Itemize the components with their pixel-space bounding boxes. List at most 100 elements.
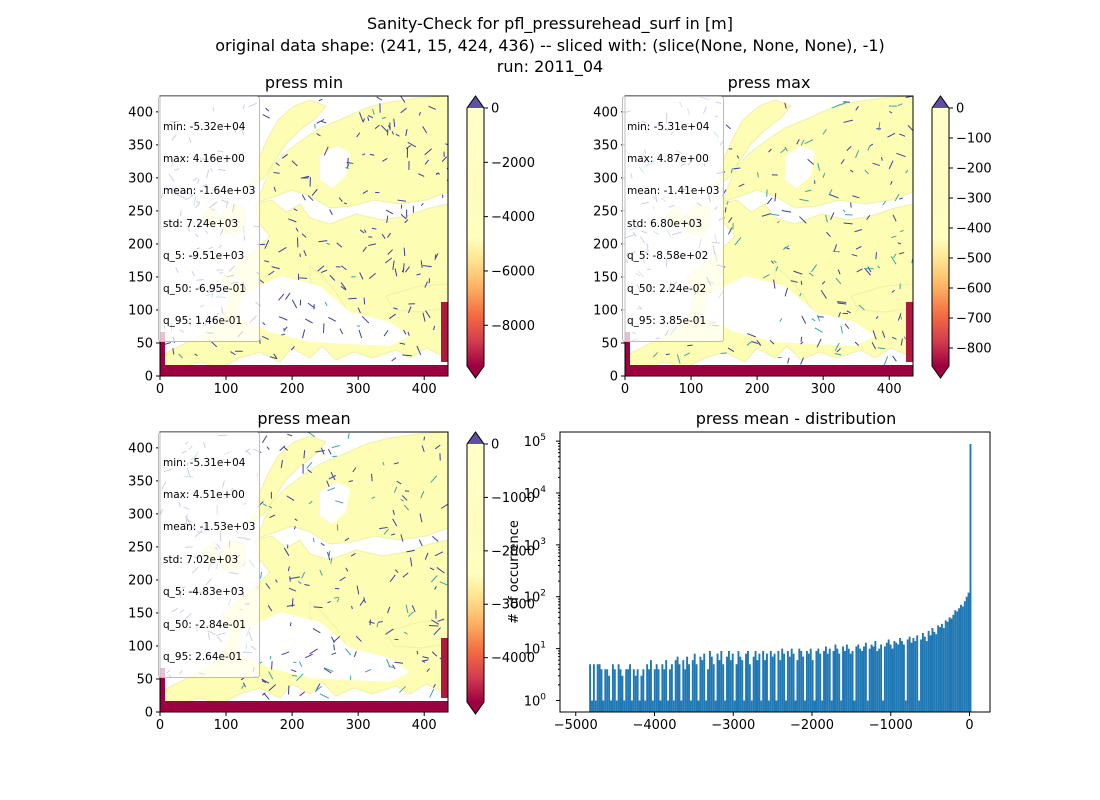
- histogram-bar: [931, 627, 934, 712]
- river-segment: [400, 96, 406, 103]
- histogram-bar: [735, 664, 738, 712]
- river-segment: [407, 611, 414, 617]
- river-segment: [329, 209, 333, 216]
- river-segment: [856, 268, 863, 273]
- histogram-bar: [807, 653, 810, 712]
- river-segment: [194, 353, 198, 357]
- histogram-bar: [843, 650, 846, 712]
- histogram-bar: [809, 648, 812, 712]
- histogram-bar: [948, 617, 951, 712]
- histogram-bar: [855, 646, 858, 712]
- river-segment: [892, 355, 897, 362]
- river-segment: [653, 352, 658, 358]
- x-tick-label: 400: [412, 718, 437, 733]
- river-segment: [821, 280, 826, 285]
- river-segment: [301, 571, 306, 579]
- river-segment: [391, 357, 397, 362]
- histogram-bar: [729, 660, 732, 712]
- river-segment: [822, 128, 827, 135]
- river-segment: [321, 120, 327, 124]
- histogram-bar: [916, 635, 919, 712]
- histogram-bar: [720, 650, 723, 712]
- river-segment: [897, 103, 903, 107]
- river-segment: [881, 157, 883, 161]
- stat-min: min: -5.31e+04: [627, 120, 710, 133]
- river-segment: [283, 547, 290, 556]
- stat-q50: q_50: -2.84e-01: [163, 618, 246, 631]
- histogram-bar: [967, 592, 970, 712]
- river-segment: [400, 534, 404, 542]
- river-segment: [872, 162, 880, 167]
- river-segment: [833, 244, 838, 252]
- histogram-bar: [748, 664, 751, 712]
- histogram-bar: [902, 644, 905, 712]
- histogram-bar: [733, 700, 736, 712]
- river-segment: [345, 166, 349, 169]
- river-segment: [733, 167, 741, 170]
- colorbar-tick-label: −4000: [491, 651, 535, 666]
- river-segment: [312, 628, 321, 634]
- river-segment: [420, 260, 423, 268]
- histogram-bar: [960, 604, 962, 712]
- stats-box-press-mean: min: -5.31e+04 max: 4.51e+00 mean: -1.53…: [158, 432, 261, 678]
- river-segment: [426, 668, 430, 672]
- histogram-bar: [963, 601, 966, 712]
- x-tick-label: −3000: [711, 718, 755, 733]
- y-tick-exponent: 2: [540, 589, 546, 599]
- histogram-bar: [802, 656, 805, 712]
- histogram-bar: [946, 621, 949, 712]
- river-segment: [348, 297, 357, 300]
- river-segment: [875, 315, 879, 319]
- histogram-bar: [845, 644, 848, 712]
- histogram-bar: [707, 669, 709, 712]
- river-segment: [312, 537, 315, 543]
- colorbar-tick-label: −300: [956, 192, 992, 207]
- river-segment: [734, 237, 742, 246]
- river-segment: [424, 159, 430, 165]
- histogram-bar: [815, 650, 818, 712]
- y-tick-label: 250: [128, 540, 153, 555]
- river-segment: [397, 199, 406, 202]
- river-segment: [407, 331, 410, 336]
- river-segment: [822, 172, 826, 178]
- histogram-bar: [674, 660, 677, 712]
- river-segment: [416, 650, 419, 655]
- histogram-bar: [851, 650, 854, 712]
- river-segment: [326, 242, 331, 246]
- river-segment: [324, 301, 328, 307]
- y-tick-label: 100: [128, 639, 153, 654]
- river-segment: [867, 266, 872, 273]
- x-tick-label: 0: [965, 718, 973, 733]
- river-segment: [403, 504, 410, 511]
- stat-mean: mean: -1.64e+03: [163, 185, 256, 198]
- river-segment: [355, 635, 362, 642]
- x-tick-label: 400: [412, 382, 437, 397]
- river-segment: [291, 160, 298, 167]
- histogram-bar: [874, 641, 877, 712]
- river-segment: [893, 253, 897, 259]
- boundary-band-right: [441, 638, 448, 698]
- colorbar-tick-label: −500: [956, 252, 992, 267]
- y-tick-label: 100: [593, 303, 618, 318]
- histogram-bar: [688, 664, 690, 712]
- histogram-bar: [769, 650, 772, 712]
- histogram-bar: [676, 656, 679, 712]
- river-segment: [273, 172, 280, 174]
- river-segment: [262, 114, 270, 119]
- y-tick-label: 150: [128, 606, 153, 621]
- river-segment: [172, 348, 175, 355]
- histogram-bar: [691, 660, 694, 712]
- river-segment: [265, 107, 270, 112]
- histogram-bar: [786, 650, 789, 712]
- river-segment: [327, 448, 332, 455]
- river-segment: [881, 330, 886, 338]
- river-segment: [400, 498, 404, 502]
- river-segment: [807, 158, 815, 165]
- river-segment: [781, 209, 792, 213]
- river-segment: [817, 314, 820, 322]
- river-segment: [332, 636, 341, 643]
- colorbar-tick-label: −600: [956, 282, 992, 297]
- stat-std: std: 7.02e+03: [163, 553, 239, 566]
- river-segment: [746, 333, 756, 338]
- river-segment: [882, 200, 887, 206]
